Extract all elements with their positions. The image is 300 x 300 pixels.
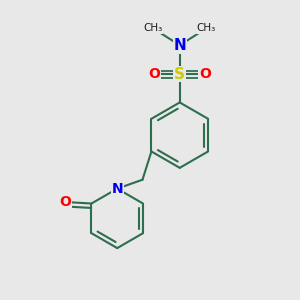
Text: CH₃: CH₃: [143, 23, 163, 33]
Text: N: N: [173, 38, 186, 53]
Text: O: O: [199, 67, 211, 81]
Text: O: O: [148, 67, 160, 81]
Text: N: N: [111, 182, 123, 196]
Text: S: S: [174, 67, 185, 82]
Text: CH₃: CH₃: [197, 23, 216, 33]
Text: O: O: [59, 195, 71, 209]
